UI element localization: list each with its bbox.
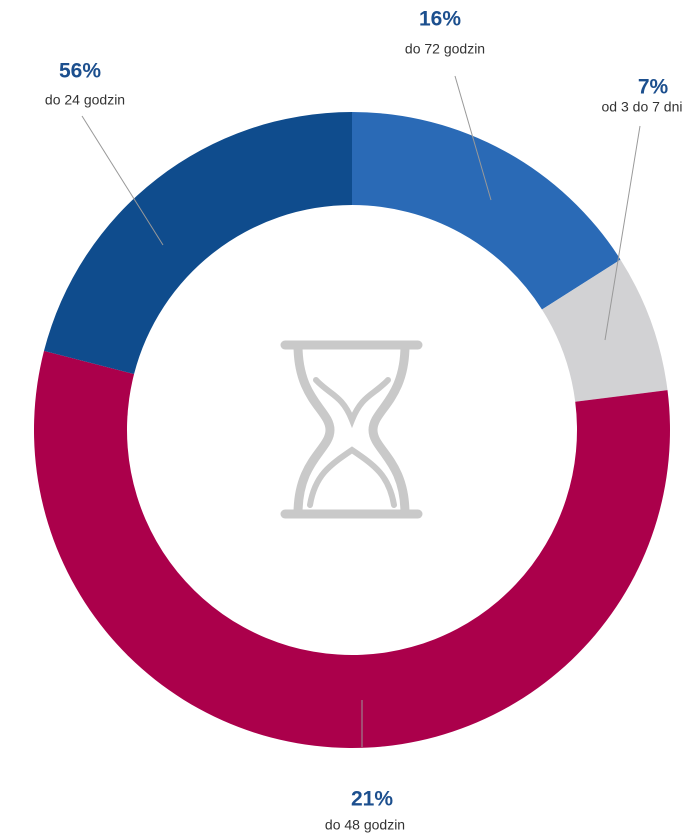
- hourglass-icon: [280, 340, 423, 519]
- category-label: do 48 godzin: [325, 817, 405, 833]
- leader-lines: [81, 75, 641, 747]
- value-label: 56%: [59, 60, 101, 83]
- value-label: 7%: [638, 76, 669, 99]
- category-label: do 24 godzin: [45, 92, 125, 108]
- donut-slice: [352, 112, 621, 310]
- value-label: 21%: [351, 788, 393, 811]
- value-label: 16%: [419, 8, 461, 31]
- donut-slice: [33, 350, 671, 749]
- donut-slice: [541, 259, 668, 402]
- category-label: do 72 godzin: [405, 41, 485, 57]
- donut: [33, 112, 671, 749]
- category-label: od 3 do 7 dni: [602, 99, 683, 115]
- donut-slice: [43, 112, 353, 375]
